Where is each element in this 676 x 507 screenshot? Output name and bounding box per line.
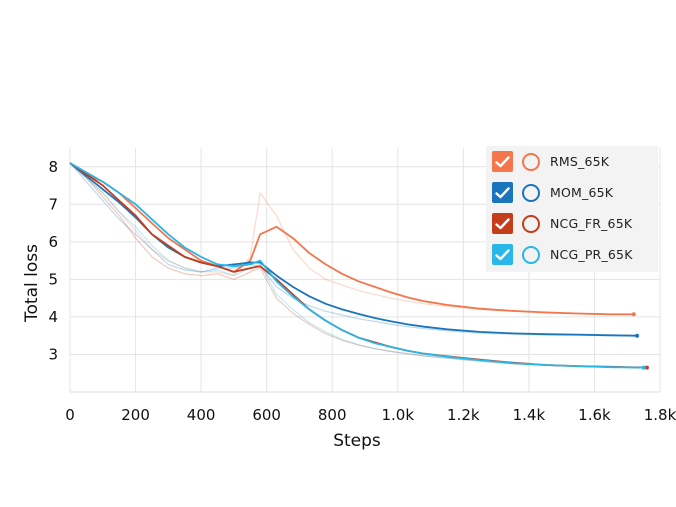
x-axis-ticks: 0 200 400 600 800 1.0k 1.2k 1.4k 1.6k 1.8k: [65, 406, 676, 424]
smoothed-series-lines: [69, 162, 647, 369]
checkbox-icon[interactable]: [492, 244, 513, 265]
y-tick-label: 6: [48, 233, 58, 251]
legend-label: NCG_PR_65K: [550, 247, 633, 262]
circle-icon: [522, 183, 540, 202]
end-marker-mom-65k: [635, 333, 640, 338]
x-tick-label: 1.4k: [513, 406, 546, 424]
x-tick-label: 1.8k: [644, 406, 676, 424]
legend-label: RMS_65K: [550, 154, 610, 169]
x-tick-label: 1.6k: [578, 406, 611, 424]
y-tick-label: 8: [48, 158, 58, 176]
legend-item-rms-65k[interactable]: RMS_65K: [486, 146, 658, 177]
checkbox-icon[interactable]: [492, 213, 513, 234]
circle-icon: [522, 214, 540, 233]
y-axis-ticks: 3 4 5 6 7 8: [48, 158, 58, 364]
line-ncg-pr-65k: [69, 162, 644, 369]
x-tick-label: 600: [252, 406, 281, 424]
x-tick-label: 200: [121, 406, 150, 424]
x-tick-label: 1.0k: [382, 406, 415, 424]
checkbox-icon[interactable]: [492, 182, 513, 203]
legend-item-ncg-fr-65k[interactable]: NCG_FR_65K: [486, 208, 658, 239]
end-marker-ncg-fr-65k: [644, 365, 649, 370]
y-tick-label: 5: [48, 270, 58, 288]
end-marker-ncg-pr-65k: [641, 365, 646, 370]
x-tick-label: 800: [318, 406, 347, 424]
series-end-markers: [631, 312, 649, 370]
legend: RMS_65K MOM_65K NCG_FR_65K NCG_PR_65K: [486, 146, 658, 272]
legend-label: MOM_65K: [550, 185, 614, 200]
legend-item-mom-65k[interactable]: MOM_65K: [486, 177, 658, 208]
raw-line-ncg-fr-65k: [69, 162, 647, 369]
y-axis-label: Total loss: [22, 244, 42, 323]
legend-label: NCG_FR_65K: [550, 216, 633, 231]
end-marker-rms-65k: [631, 312, 636, 317]
y-tick-label: 3: [48, 345, 58, 363]
circle-icon: [522, 245, 540, 264]
line-rms-65k: [69, 162, 634, 316]
x-tick-label: 1.2k: [447, 406, 480, 424]
x-tick-label: 400: [187, 406, 216, 424]
checkbox-icon[interactable]: [492, 151, 513, 172]
raw-line-ncg-pr-65k: [69, 162, 644, 369]
y-tick-label: 7: [48, 195, 58, 213]
circle-icon: [522, 152, 540, 171]
x-axis-label: Steps: [333, 431, 381, 451]
x-tick-label: 0: [65, 406, 75, 424]
legend-item-ncg-pr-65k[interactable]: NCG_PR_65K: [486, 239, 658, 270]
y-tick-label: 4: [48, 308, 58, 326]
